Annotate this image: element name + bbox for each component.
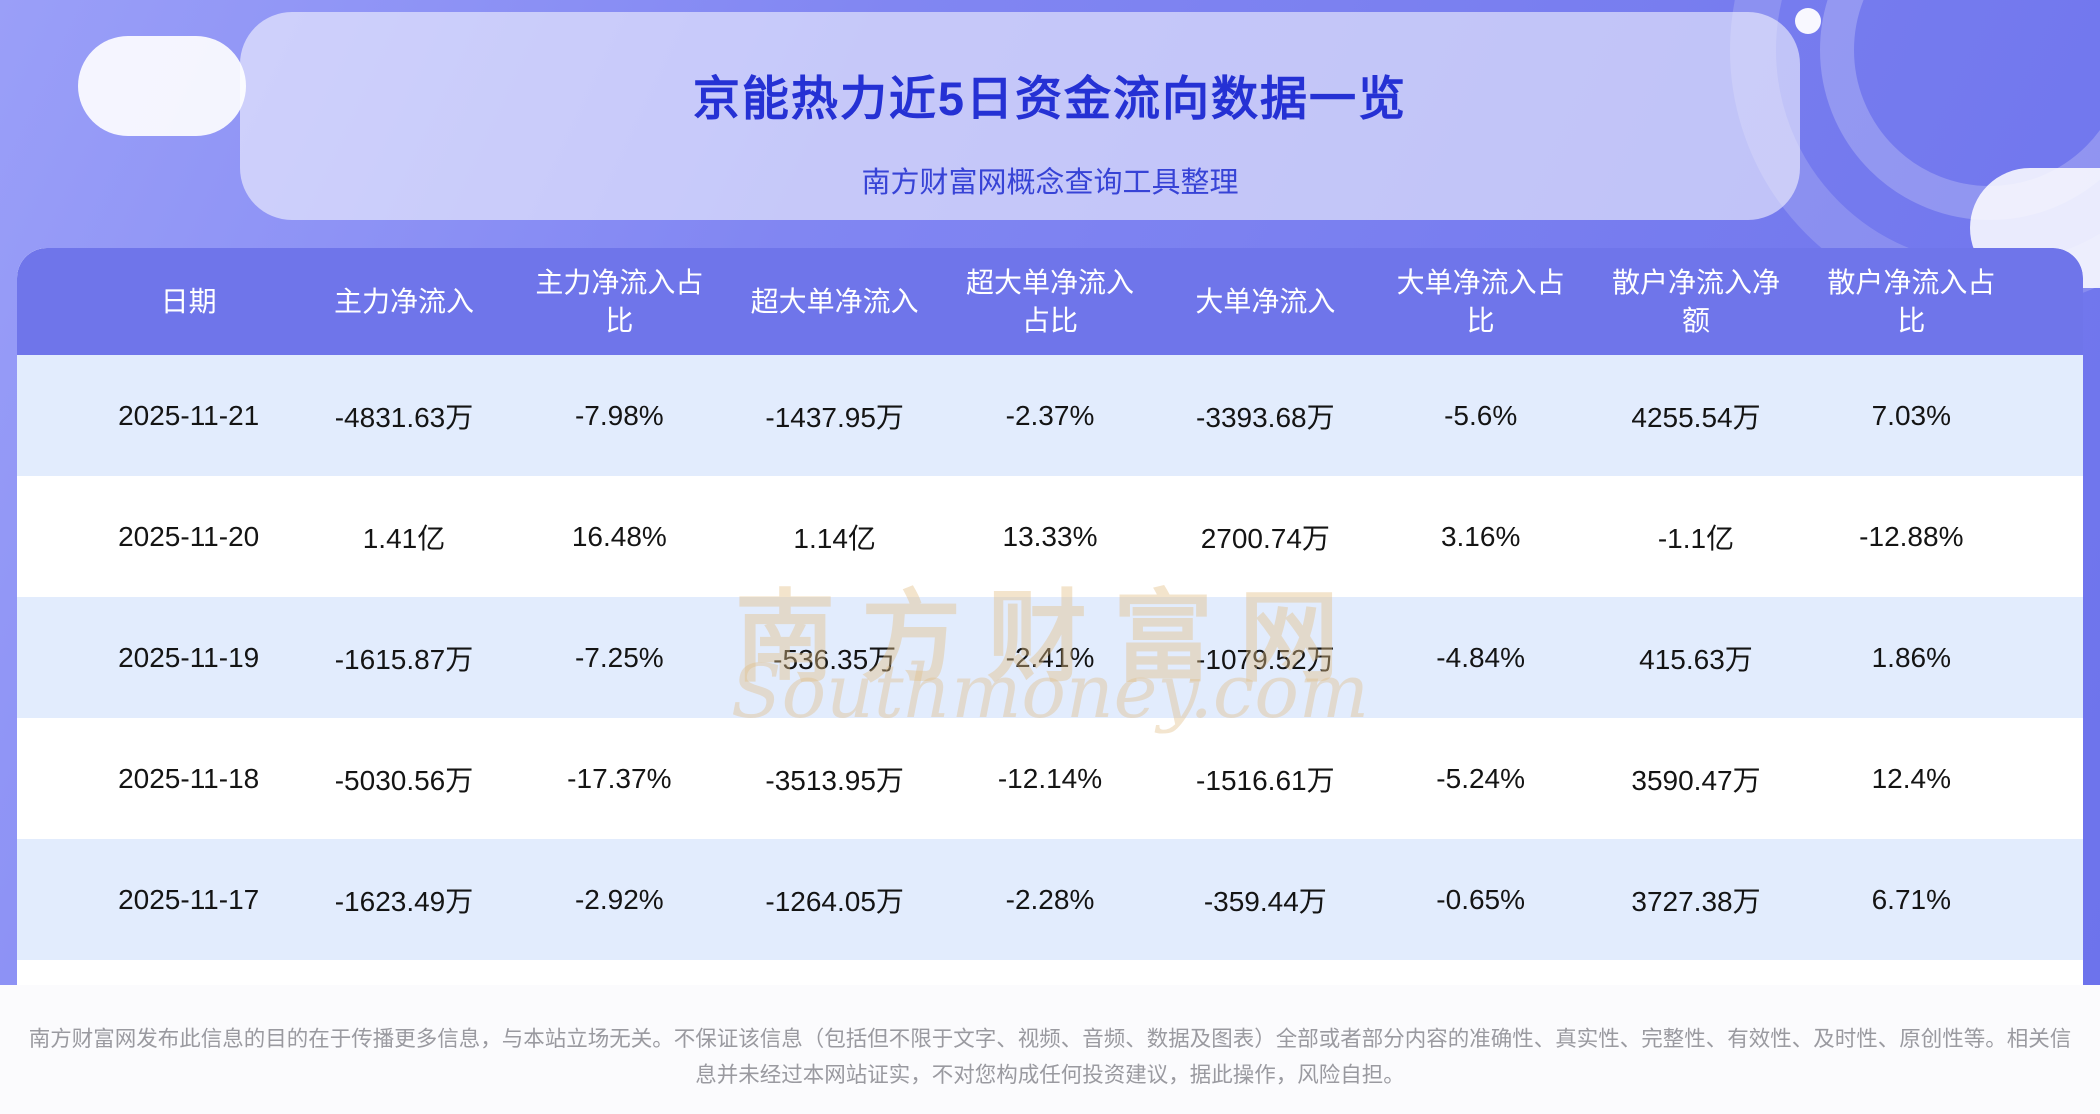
hero-title-panel (240, 12, 1800, 220)
table-cell: 3.16% (1440, 520, 1521, 552)
table-cell: 2025-11-18 (118, 762, 260, 794)
table-cell: -1623.49万 (334, 885, 474, 917)
disclaimer-text: 南方财富网发布此信息的目的在于传播更多信息，与本站立场无关。不保证该信息（包括但… (28, 1027, 2072, 1087)
table-cell: -359.44万 (1203, 885, 1327, 917)
table-cell: 3727.38万 (1631, 885, 1761, 917)
column-header: 大单净流入占比 (1396, 266, 1565, 336)
table-cell: -2.41% (1005, 641, 1095, 673)
table-cell: 2025-11-19 (118, 641, 260, 673)
table-row: 2025-11-21 -4831.63万 -7.98% -1437.95万 -2.37%… (17, 355, 2083, 476)
table-row: 2025-11-19 -1615.87万 -7.25% -536.35万 -2.41% -… (17, 597, 2083, 718)
table-cell: 3590.47万 (1631, 764, 1761, 796)
table-cell: 7.03% (1871, 399, 1952, 431)
decor-blob-left (78, 36, 246, 136)
table-cell: 415.63万 (1639, 643, 1753, 675)
table-cell: -2.92% (574, 883, 664, 915)
table-cell: 12.4% (1871, 762, 1952, 794)
table-cell: 1.86% (1871, 641, 1952, 673)
table-cell: 4255.54万 (1631, 401, 1761, 433)
table-cell: -1264.05万 (765, 885, 904, 917)
column-header: 超大单净流入占比 (965, 266, 1134, 336)
table-cell: -4.84% (1436, 641, 1526, 673)
table-row: 2025-11-17 -1623.49万 -2.92% -1264.05万 -2.28%… (17, 839, 2083, 960)
column-header: 主力净流入占比 (535, 266, 704, 336)
table-cell: -5.24% (1436, 762, 1526, 794)
footer: 南方财富网发布此信息的目的在于传播更多信息，与本站立场无关。不保证该信息（包括但… (0, 985, 2100, 1114)
table-cell: -7.25% (574, 641, 664, 673)
table-cell: 13.33% (1002, 520, 1098, 552)
table-cell: -3513.95万 (765, 764, 904, 796)
decor-dot (1795, 8, 1821, 34)
table-cell: -2.28% (1005, 883, 1095, 915)
table-cell: -12.14% (997, 762, 1103, 794)
table-cell: 2700.74万 (1200, 522, 1330, 554)
table-cell: 1.14亿 (793, 522, 876, 554)
column-header: 散户净流入占比 (1827, 266, 1996, 336)
table-cell: -1.1亿 (1657, 522, 1735, 554)
column-header: 超大单净流入 (750, 285, 919, 317)
table-cell: -3393.68万 (1196, 401, 1335, 433)
table-body: 2025-11-21 -4831.63万 -7.98% -1437.95万 -2.37%… (17, 355, 2083, 960)
page-title: 京能热力近5日资金流向数据一览 (692, 72, 1408, 125)
column-header: 日期 (160, 285, 217, 317)
hero-text: 京能热力近5日资金流向数据一览 南方财富网概念查询工具整理 (0, 0, 2100, 201)
table-cell: -4831.63万 (334, 401, 474, 433)
table-cell: 2025-11-17 (118, 883, 260, 915)
table-cell: 16.48% (571, 520, 667, 552)
table-cell: -5.6% (1444, 399, 1518, 431)
table-cell: 2025-11-21 (118, 399, 260, 431)
column-header: 散户净流入净额 (1611, 266, 1780, 336)
table-cell: 1.41亿 (362, 522, 446, 554)
table-cell: -1079.52万 (1196, 643, 1335, 675)
table-cell: -1516.61万 (1196, 764, 1335, 796)
table-row: 2025-11-20 1.41亿 16.48% 1.14亿 13.33% 2700.74万… (17, 476, 2083, 597)
table-cell: -2.37% (1005, 399, 1095, 431)
table-cell: -1437.95万 (765, 401, 904, 433)
table-row: 2025-11-18 -5030.56万 -17.37% -3513.95万 -12.1… (17, 718, 2083, 839)
table-cell: -5030.56万 (334, 764, 474, 796)
page-subtitle: 南方财富网概念查询工具整理 (861, 167, 1239, 199)
table-header-row: 日期 主力净流入 主力净流入占比 超大单净流入 超大单净流入占比 大单净流入 大单净流入占比… (17, 248, 2083, 355)
table-cell: -12.88% (1859, 520, 1964, 552)
table-cell: 6.71% (1871, 883, 1952, 915)
content-card: 日期 主力净流入 主力净流入占比 超大单净流入 超大单净流入占比 大单净流入 大单净流入占比… (17, 248, 2083, 985)
table-cell: -1615.87万 (334, 643, 474, 675)
table-cell: 2025-11-20 (118, 520, 260, 552)
table-cell: -17.37% (567, 762, 672, 794)
table-cell: -536.35万 (773, 643, 897, 675)
column-header: 主力净流入 (333, 285, 474, 317)
table-cell: -0.65% (1436, 883, 1526, 915)
table-cell: -7.98% (574, 399, 664, 431)
column-header: 大单净流入 (1195, 285, 1336, 317)
